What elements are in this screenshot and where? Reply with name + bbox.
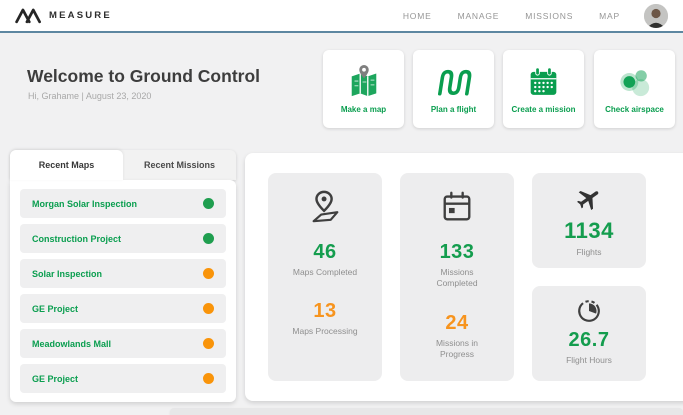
maps-completed-label: Maps Completed <box>292 267 358 277</box>
timer-icon <box>575 297 603 325</box>
list-item-label: Solar Inspection <box>32 268 103 279</box>
list-item-label: GE Project <box>32 373 79 384</box>
stats-panel: 46 Maps Completed 13 Maps Processing 133… <box>245 153 683 401</box>
maps-processing-label: Maps Processing <box>292 326 358 337</box>
flights-label: Flights <box>576 247 602 257</box>
list-item[interactable]: GE Project <box>20 364 226 393</box>
list-item-label: Morgan Solar Inspection <box>32 198 138 209</box>
plane-icon <box>573 184 605 214</box>
status-dot <box>203 198 214 209</box>
user-avatar[interactable] <box>644 3 668 28</box>
recent-tabs: Recent Maps Recent Missions <box>10 150 236 180</box>
list-item[interactable]: Solar Inspection <box>20 259 226 288</box>
measure-logo-icon <box>15 7 42 24</box>
maps-stats-card: 46 Maps Completed 13 Maps Processing <box>268 173 382 381</box>
create-a-mission-label: Create a mission <box>511 105 576 114</box>
brand-logo[interactable]: MEASURE <box>15 7 112 24</box>
check-airspace-label: Check airspace <box>605 105 664 114</box>
next-section-peek <box>170 408 683 415</box>
nav-item-map[interactable]: MAP <box>599 10 620 21</box>
flights-stats-card: 1134 Flights <box>532 173 646 268</box>
check-airspace-card[interactable]: Check airspace <box>594 50 675 128</box>
status-dot <box>203 303 214 314</box>
tab-recent-maps[interactable]: Recent Maps <box>10 150 123 180</box>
recent-maps-list: Morgan Solar Inspection Construction Pro… <box>10 180 236 402</box>
main-nav: HOME MANAGE MISSIONS MAP <box>403 11 620 21</box>
flight-path-icon <box>436 63 472 101</box>
greeting-and-date: Hi, Grahame | August 23, 2020 <box>28 91 152 101</box>
map-with-pin-icon <box>347 63 381 101</box>
nav-item-manage[interactable]: MANAGE <box>457 10 500 21</box>
flight-hours-value: 26.7 <box>568 329 610 351</box>
list-item[interactable]: Morgan Solar Inspection <box>20 189 226 218</box>
tab-recent-missions[interactable]: Recent Missions <box>143 160 216 170</box>
list-item-label: Meadowlands Mall <box>32 338 112 349</box>
missions-completed-value: 133 <box>439 241 475 263</box>
plan-a-flight-label: Plan a flight <box>430 105 477 114</box>
flight-hours-stats-card: 26.7 Flight Hours <box>532 286 646 381</box>
plan-a-flight-card[interactable]: Plan a flight <box>413 50 494 128</box>
make-a-map-card[interactable]: Make a map <box>323 50 404 128</box>
status-dot <box>203 373 214 384</box>
top-bar: MEASURE HOME MANAGE MISSIONS MAP <box>0 0 683 33</box>
missions-in-progress-label: Missions in Progress <box>435 337 479 360</box>
maps-processing-value: 13 <box>313 300 337 323</box>
list-item-label: GE Project <box>32 303 79 314</box>
brand-name: MEASURE <box>49 10 112 21</box>
missions-completed-label: Missions Completed <box>436 267 478 289</box>
maps-completed-value: 46 <box>313 241 337 263</box>
missions-in-progress-value: 24 <box>445 311 469 334</box>
list-item-label: Construction Project <box>32 233 122 244</box>
create-a-mission-card[interactable]: Create a mission <box>503 50 584 128</box>
calendar-outline-icon <box>440 189 474 225</box>
status-dot <box>203 268 214 279</box>
map-pin-icon <box>306 189 344 225</box>
missions-stats-card: 133 Missions Completed 24 Missions in Pr… <box>400 173 514 381</box>
status-dot <box>203 233 214 244</box>
list-item[interactable]: Construction Project <box>20 224 226 253</box>
nav-item-missions[interactable]: MISSIONS <box>525 10 574 21</box>
flights-value: 1134 <box>564 218 614 243</box>
nav-item-home[interactable]: HOME <box>402 10 432 21</box>
list-item[interactable]: GE Project <box>20 294 226 323</box>
page-title: Welcome to Ground Control <box>27 66 261 86</box>
flight-hours-label: Flight Hours <box>566 355 612 365</box>
make-a-map-label: Make a map <box>340 105 387 114</box>
status-dot <box>203 338 214 349</box>
list-item[interactable]: Meadowlands Mall <box>20 329 226 358</box>
airspace-circles-icon <box>617 63 653 101</box>
calendar-icon <box>527 63 560 101</box>
